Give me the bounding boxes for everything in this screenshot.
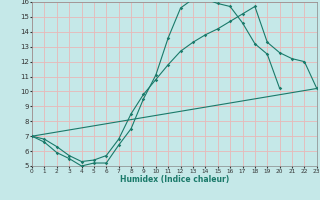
X-axis label: Humidex (Indice chaleur): Humidex (Indice chaleur) — [120, 175, 229, 184]
